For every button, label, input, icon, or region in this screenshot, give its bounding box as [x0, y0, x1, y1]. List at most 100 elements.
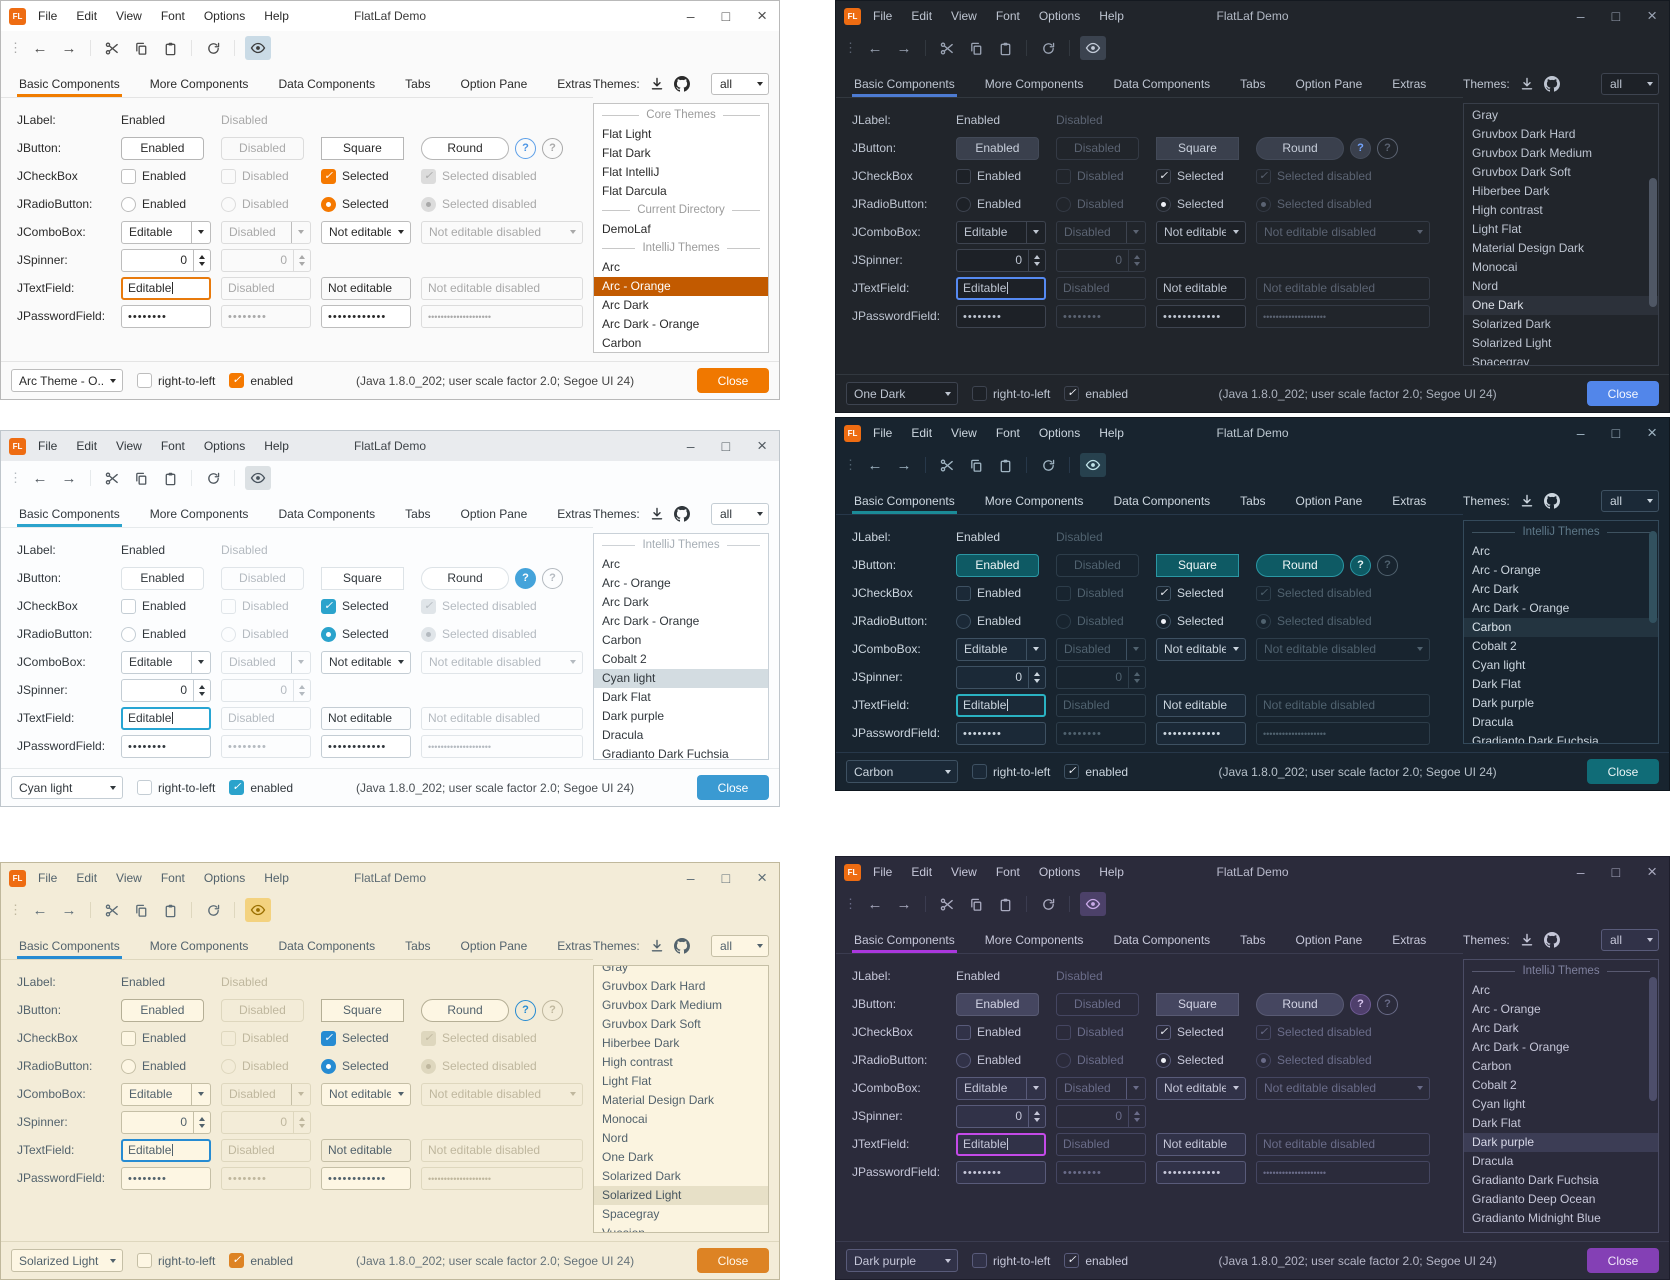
enabled-checkbox[interactable]: ✓ enabled [229, 373, 293, 388]
jcombobox-editable[interactable]: Editable [956, 1076, 1046, 1100]
theme-list-item[interactable]: Nord [602, 1131, 629, 1145]
jbutton-round-button[interactable]: Round [1256, 992, 1344, 1016]
spinner-stepper-icons[interactable] [1028, 666, 1045, 688]
theme-list-item[interactable]: Arc - Orange [594, 277, 768, 296]
tab-tabs[interactable]: Tabs [1240, 494, 1266, 508]
download-icon[interactable] [1519, 932, 1535, 948]
minimize-icon[interactable]: – [686, 8, 695, 24]
paste-icon[interactable] [994, 37, 1016, 59]
paste-icon[interactable] [159, 467, 181, 489]
right-to-left-checkbox[interactable]: right-to-left [972, 386, 1050, 401]
jbutton-round-button[interactable]: Round [421, 998, 509, 1022]
jpasswordfield-not-editable[interactable]: •••••••••••• [321, 1166, 411, 1190]
jtextfield-editable[interactable]: Editable [121, 706, 211, 730]
jradiobutton-enabled[interactable]: Enabled [956, 192, 1056, 216]
forward-icon[interactable]: → [896, 456, 912, 474]
theme-list-item[interactable]: Solarized Light [1472, 336, 1552, 350]
help-button-icon[interactable]: ? [515, 567, 536, 589]
menu-options[interactable]: Options [1038, 9, 1081, 23]
copy-icon[interactable] [130, 899, 152, 921]
tab-more-components[interactable]: More Components [984, 77, 1084, 91]
theme-list-scrollbar[interactable] [1649, 105, 1657, 364]
back-icon[interactable]: ← [867, 895, 883, 913]
menu-view[interactable]: View [116, 9, 142, 23]
github-icon[interactable] [673, 937, 690, 954]
tab-more-components[interactable]: More Components [984, 933, 1084, 947]
chevron-down-icon[interactable] [391, 222, 410, 243]
chevron-down-icon[interactable] [1226, 1078, 1245, 1099]
theme-list-item[interactable]: Carbon [602, 633, 642, 647]
jspinner-enabled[interactable]: 0 [956, 665, 1046, 689]
tab-basic-components[interactable]: Basic Components [17, 934, 122, 959]
copy-icon[interactable] [130, 37, 152, 59]
theme-list-item[interactable]: One Dark [602, 1150, 654, 1164]
menu-help[interactable]: Help [264, 439, 289, 453]
theme-list-item[interactable]: High contrast [1472, 203, 1543, 217]
theme-list-item[interactable]: Cobalt 2 [1472, 639, 1517, 653]
jcheckbox-selected[interactable]: ✓ Selected [1156, 581, 1256, 605]
back-icon[interactable]: ← [32, 901, 48, 919]
theme-list-item[interactable]: Carbon [602, 336, 642, 350]
theme-list-item[interactable]: Cyan light [1472, 658, 1526, 672]
tab-data-components[interactable]: Data Components [278, 507, 376, 521]
menu-options[interactable]: Options [1038, 426, 1081, 440]
download-icon[interactable] [1519, 76, 1535, 92]
theme-list-scrollbar[interactable] [1649, 961, 1657, 1231]
tab-more-components[interactable]: More Components [149, 77, 249, 91]
scrollbar-thumb[interactable] [1649, 177, 1657, 308]
theme-list-item[interactable]: Solarized Dark [1472, 317, 1551, 331]
download-icon[interactable] [649, 506, 665, 522]
github-icon[interactable] [1543, 492, 1560, 509]
menu-view[interactable]: View [116, 439, 142, 453]
theme-list[interactable]: IntelliJ Themes Arc Arc - Orange Arc Dark Ar… [1463, 520, 1659, 744]
jbutton-round-button[interactable]: Round [421, 136, 509, 160]
toolbar-grip[interactable]: ⋮ [9, 470, 22, 485]
theme-list-item[interactable]: Flat Darcula [602, 184, 667, 198]
close-button[interactable]: Close [1587, 381, 1659, 406]
tab-tabs[interactable]: Tabs [405, 507, 431, 521]
refresh-icon[interactable] [202, 467, 224, 489]
jtextfield-not-editable[interactable]: Not editable [1156, 693, 1246, 717]
maximize-icon[interactable]: □ [1611, 8, 1621, 24]
minimize-icon[interactable]: – [1576, 864, 1585, 880]
theme-list-item[interactable]: Material Design Dark [1472, 241, 1585, 255]
tab-basic-components[interactable]: Basic Components [852, 72, 957, 97]
chevron-down-icon[interactable] [191, 651, 210, 673]
toolbar-grip[interactable]: ⋮ [9, 40, 22, 55]
theme-list-item[interactable]: Dark purple [1472, 696, 1535, 710]
theme-list-item[interactable]: Gruvbox Dark Hard [1472, 127, 1576, 141]
jradiobutton-enabled[interactable]: Enabled [956, 1048, 1056, 1072]
enabled-checkbox[interactable]: ✓ enabled [1064, 1253, 1128, 1268]
jbutton-square-button[interactable]: Square [1156, 136, 1239, 160]
back-icon[interactable]: ← [867, 39, 883, 57]
spinner-stepper-icons[interactable] [1028, 1105, 1045, 1127]
menu-edit[interactable]: Edit [911, 426, 933, 440]
forward-icon[interactable]: → [896, 895, 912, 913]
close-button[interactable]: Close [697, 368, 769, 393]
refresh-icon[interactable] [202, 37, 224, 59]
theme-list-item[interactable]: Dracula [1472, 715, 1514, 729]
theme-list-item[interactable]: Gruvbox Dark Soft [602, 1017, 701, 1031]
jcombobox-editable[interactable]: Editable [956, 637, 1046, 661]
theme-list-item[interactable]: Dracula [602, 728, 644, 742]
theme-list-item[interactable]: Flat Dark [602, 146, 651, 160]
theme-combobox[interactable]: Arc Theme - O... [11, 369, 123, 392]
theme-list[interactable]: IntelliJ Themes Arc Arc - Orange Arc Dark Ar… [593, 533, 769, 760]
theme-list-item[interactable]: Arc Dark [602, 595, 649, 609]
menu-font[interactable]: Font [995, 9, 1020, 23]
theme-list-item[interactable]: Light Flat [602, 1074, 652, 1088]
theme-list-item[interactable]: Arc Dark - Orange [602, 317, 700, 331]
menu-options[interactable]: Options [1038, 865, 1081, 879]
tab-basic-components[interactable]: Basic Components [17, 502, 122, 527]
menu-font[interactable]: Font [160, 9, 185, 23]
spinner-stepper-icons[interactable] [193, 1111, 210, 1133]
toolbar-grip[interactable]: ⋮ [844, 457, 857, 472]
help-button-icon[interactable]: ? [1350, 554, 1371, 576]
theme-list-item[interactable]: Arc Dark - Orange [1472, 1040, 1570, 1054]
jcheckbox-enabled[interactable]: Enabled [121, 594, 221, 618]
close-button[interactable]: Close [1587, 759, 1659, 784]
github-icon[interactable] [673, 75, 690, 92]
chevron-down-icon[interactable] [391, 652, 410, 673]
menu-file[interactable]: File [38, 9, 58, 23]
jcombobox-editable[interactable]: Editable [121, 650, 211, 674]
